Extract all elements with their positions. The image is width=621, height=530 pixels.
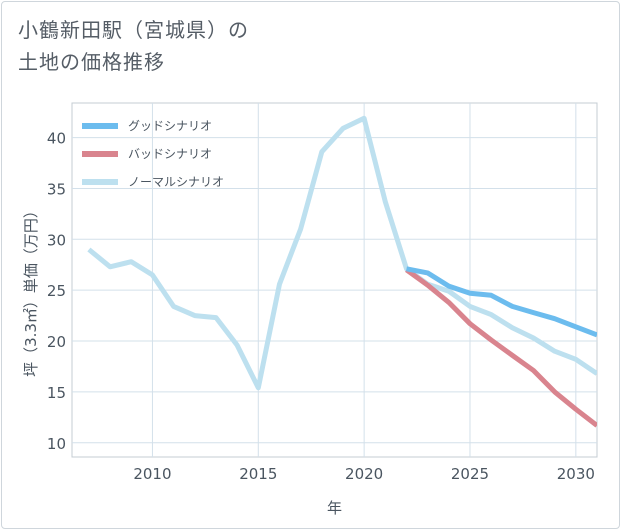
y-tick-15: 15: [47, 384, 66, 402]
plot-area: [71, 102, 598, 458]
legend-label-0: グッドシナリオ: [128, 119, 212, 133]
y-tick-25: 25: [47, 282, 66, 300]
x-tick-2010: 2010: [133, 465, 171, 483]
series-line-2: [87, 115, 597, 391]
y-tick-30: 30: [47, 231, 66, 249]
y-axis-label: 坪（3.3㎡）単価（万円）: [22, 203, 40, 377]
y-tick-20: 20: [47, 333, 66, 351]
y-tick-40: 40: [47, 130, 66, 148]
grid: [72, 103, 597, 457]
x-axis-label: 年: [327, 499, 342, 517]
x-tick-2015: 2015: [239, 465, 277, 483]
x-tick-2020: 2020: [345, 465, 383, 483]
legend-label-1: バッドシナリオ: [128, 147, 212, 161]
y-tick-10: 10: [47, 435, 66, 453]
x-tick-2030: 2030: [557, 465, 595, 483]
y-tick-35: 35: [47, 180, 66, 198]
series-lines: [87, 115, 597, 428]
series-line-1: [405, 267, 597, 428]
chart-title: 小鶴新田駅（宮城県）の 土地の価格推移: [18, 14, 578, 78]
y-axis-ticks: 10 15 20 25 30 35 40: [47, 130, 66, 453]
legend-label-2: ノーマルシナリオ: [128, 175, 224, 189]
series-line-0: [406, 266, 597, 338]
title-line-2: 土地の価格推移: [18, 50, 165, 74]
x-axis-ticks: 2010 2015 2020 2025 2030: [133, 465, 595, 483]
title-line-1: 小鶴新田駅（宮城県）の: [18, 18, 249, 42]
x-tick-2025: 2025: [451, 465, 489, 483]
